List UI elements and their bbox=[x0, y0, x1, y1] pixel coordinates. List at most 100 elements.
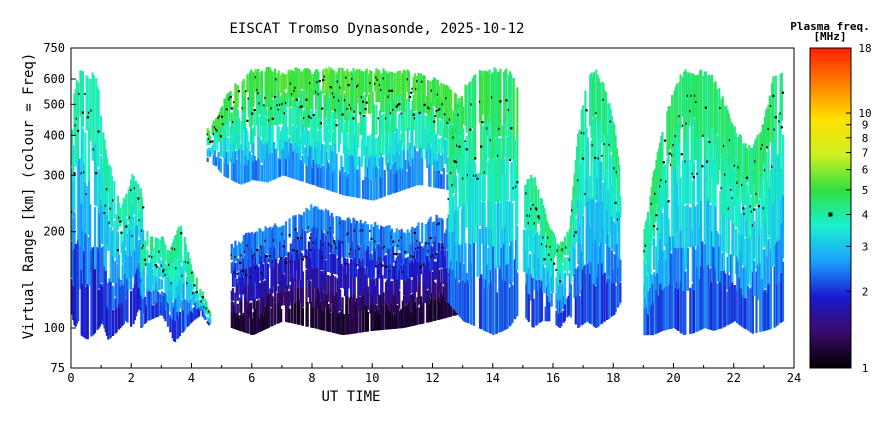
echo-segment bbox=[425, 290, 429, 323]
echo-segment bbox=[779, 200, 782, 240]
echo-segment bbox=[193, 291, 196, 306]
echo-segment bbox=[506, 136, 509, 201]
echo-segment bbox=[545, 220, 548, 252]
echo-segment bbox=[715, 230, 718, 281]
echo-segment bbox=[263, 143, 266, 182]
echo-segment bbox=[346, 115, 349, 134]
echo-segment bbox=[322, 293, 325, 311]
echo-segment bbox=[331, 89, 335, 111]
echo-segment bbox=[277, 157, 280, 178]
echo-segment bbox=[176, 309, 179, 339]
echo-segment bbox=[722, 214, 726, 271]
echo-segment bbox=[365, 301, 368, 332]
trace-dot bbox=[704, 106, 707, 109]
echo-segment bbox=[397, 255, 400, 280]
echo-segment bbox=[347, 263, 350, 289]
echo-segment bbox=[107, 222, 110, 251]
echo-segment bbox=[751, 270, 754, 334]
echo-segment bbox=[731, 201, 734, 243]
echo-segment bbox=[209, 135, 212, 139]
echo-segment bbox=[178, 253, 181, 282]
echo-segment bbox=[299, 72, 302, 93]
echo-segment bbox=[643, 228, 646, 258]
echo-segment bbox=[645, 308, 648, 336]
echo-segment bbox=[453, 247, 456, 311]
echo-segment bbox=[329, 254, 332, 273]
echo-segment bbox=[317, 165, 320, 187]
echo-segment bbox=[753, 144, 756, 185]
echo-segment bbox=[488, 230, 491, 281]
echo-segment bbox=[447, 157, 450, 187]
echo-segment bbox=[275, 148, 278, 179]
trace-dot bbox=[281, 232, 284, 235]
trace-dot bbox=[347, 231, 350, 234]
echo-segment bbox=[328, 116, 331, 143]
trace-dot bbox=[339, 86, 342, 89]
echo-segment bbox=[428, 164, 431, 187]
trace-dot bbox=[359, 229, 362, 232]
echo-segment bbox=[422, 112, 425, 150]
echo-segment bbox=[254, 256, 257, 283]
trace-dot bbox=[614, 201, 617, 204]
trace-dot bbox=[538, 217, 541, 220]
echo-segment bbox=[256, 301, 259, 334]
echo-segment bbox=[93, 144, 97, 206]
echo-segment bbox=[431, 222, 435, 245]
echo-segment bbox=[270, 246, 273, 268]
echo-segment bbox=[650, 302, 653, 336]
trace-dot bbox=[369, 229, 372, 232]
echo-segment bbox=[393, 292, 396, 329]
echo-segment bbox=[691, 283, 694, 334]
echo-segment bbox=[251, 96, 254, 126]
trace-dot bbox=[294, 228, 297, 231]
echo-segment bbox=[231, 312, 235, 329]
echo-segment bbox=[681, 159, 685, 204]
echo-segment bbox=[585, 127, 588, 179]
echo-segment bbox=[778, 113, 781, 156]
echo-segment bbox=[252, 90, 255, 107]
echo-segment bbox=[765, 219, 768, 258]
echo-segment bbox=[604, 92, 607, 168]
echo-segment bbox=[258, 283, 261, 299]
colorbar-tick-label: 1 bbox=[862, 362, 869, 375]
echo-segment bbox=[272, 268, 275, 287]
echo-segment bbox=[441, 100, 444, 120]
trace-dot bbox=[307, 226, 310, 229]
trace-dot bbox=[779, 112, 782, 115]
echo-segment bbox=[403, 264, 406, 296]
echo-segment bbox=[677, 205, 680, 248]
echo-segment bbox=[245, 298, 248, 333]
echo-segment bbox=[187, 251, 190, 269]
trace-dot bbox=[412, 255, 415, 259]
echo-segment bbox=[445, 268, 448, 284]
trace-dot bbox=[312, 114, 315, 117]
echo-segment bbox=[428, 120, 431, 144]
trace-dot bbox=[217, 116, 220, 119]
echo-segment bbox=[240, 121, 243, 143]
echo-segment bbox=[248, 248, 251, 268]
echo-segment bbox=[174, 319, 177, 342]
trace-dot bbox=[512, 187, 515, 190]
echo-segment bbox=[386, 73, 389, 96]
echo-segment bbox=[427, 255, 430, 289]
echo-segment bbox=[231, 271, 235, 287]
trace-dot bbox=[452, 136, 455, 139]
echo-segment bbox=[540, 278, 544, 322]
echo-segment bbox=[412, 263, 415, 293]
echo-segment bbox=[307, 156, 310, 184]
echo-segment bbox=[389, 168, 392, 195]
echo-segment bbox=[259, 95, 262, 115]
echo-segment bbox=[305, 164, 308, 183]
echo-segment bbox=[339, 263, 342, 288]
echo-segment bbox=[530, 204, 533, 227]
echo-segment bbox=[753, 260, 756, 297]
trace-dot bbox=[585, 109, 588, 112]
echo-segment bbox=[73, 171, 76, 211]
echo-segment bbox=[600, 240, 603, 325]
echo-segment bbox=[195, 307, 198, 319]
trace-dot bbox=[583, 132, 586, 135]
echo-segment bbox=[563, 236, 566, 255]
echo-segment bbox=[172, 239, 175, 274]
echo-segment bbox=[315, 237, 318, 269]
echo-segment bbox=[675, 281, 679, 330]
